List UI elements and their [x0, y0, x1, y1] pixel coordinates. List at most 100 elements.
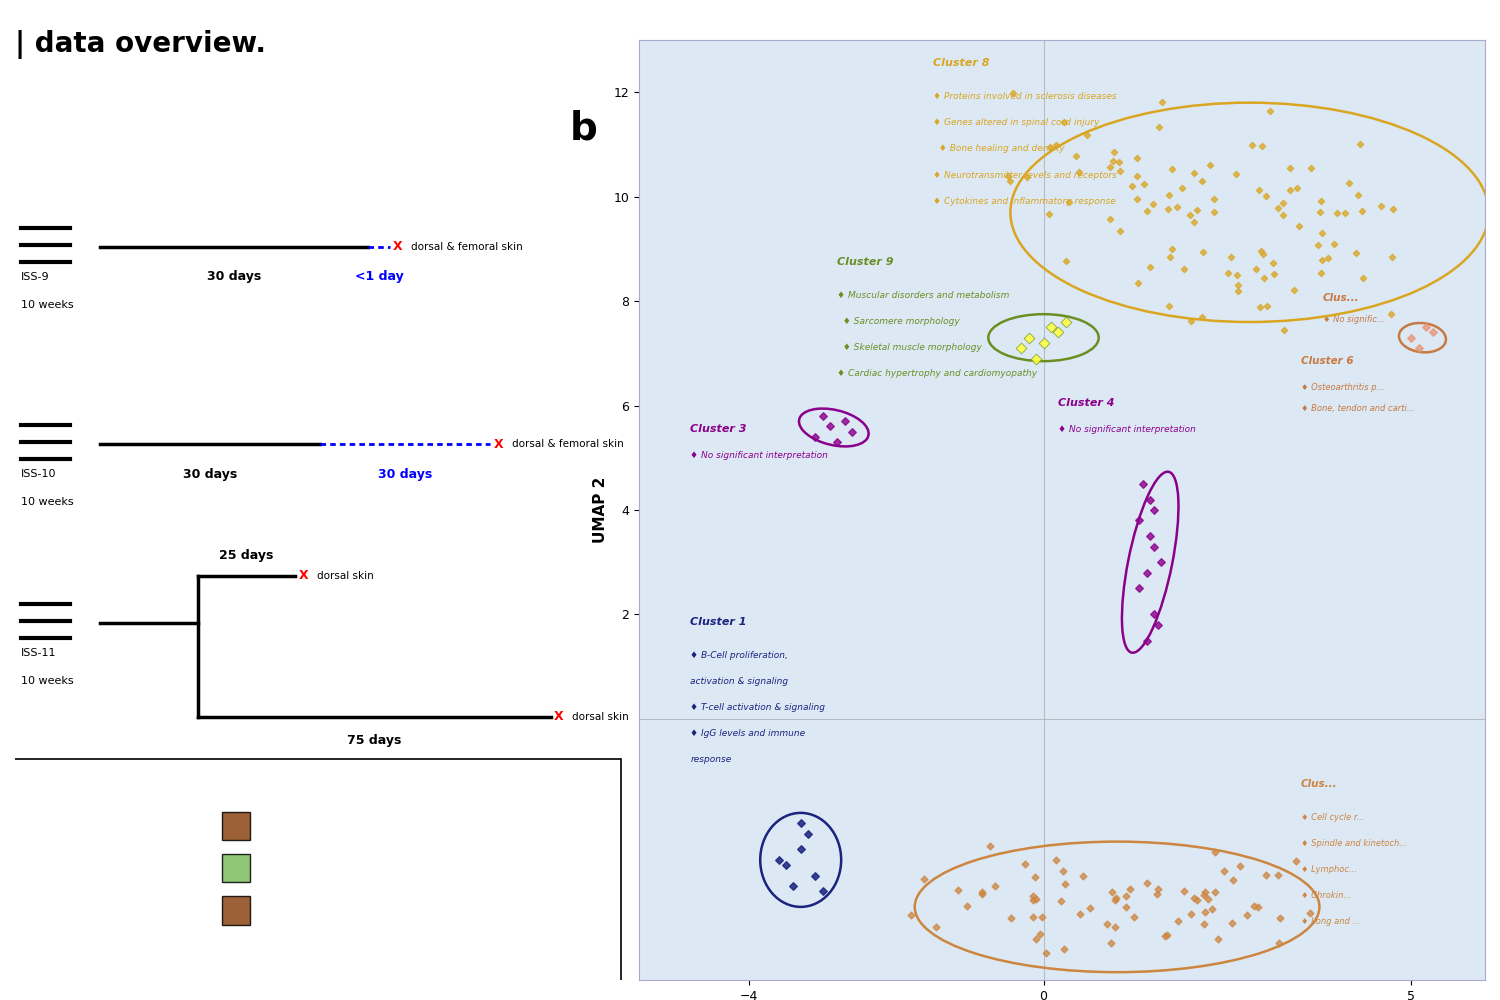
- Point: [1138, 492, 1162, 508]
- Point: [1226, 277, 1250, 293]
- Point: [1017, 330, 1041, 346]
- Point: [1382, 201, 1406, 217]
- Point: [1131, 176, 1155, 192]
- Point: [1347, 187, 1371, 203]
- Point: [956, 898, 980, 914]
- Point: [1202, 204, 1225, 220]
- Point: [1023, 869, 1047, 885]
- Point: [1126, 580, 1150, 596]
- Point: [1270, 195, 1294, 211]
- Point: [804, 868, 828, 884]
- Point: [1191, 887, 1215, 903]
- Text: Euthanasia: Euthanasia: [420, 937, 483, 947]
- Point: [1050, 863, 1074, 879]
- Point: [1125, 150, 1149, 166]
- Text: X: X: [405, 935, 416, 949]
- Text: ♦ Skeletal muscle morphology: ♦ Skeletal muscle morphology: [837, 343, 983, 352]
- Point: [1068, 906, 1092, 922]
- Point: [1298, 905, 1322, 921]
- Point: [804, 429, 828, 445]
- Text: JAXA Chow + FOS: JAXA Chow + FOS: [255, 862, 354, 872]
- Point: [1052, 114, 1076, 130]
- Point: [1220, 915, 1244, 931]
- Point: [1287, 218, 1311, 234]
- Point: [1158, 187, 1182, 203]
- Text: ISS-9: ISS-9: [21, 272, 50, 282]
- Point: [1182, 165, 1206, 181]
- Point: [1134, 633, 1158, 649]
- Point: [1268, 935, 1292, 951]
- Text: ♦ Lymphoc...: ♦ Lymphoc...: [1300, 865, 1358, 874]
- Point: [1068, 164, 1092, 180]
- Point: [782, 878, 806, 894]
- Point: [1248, 299, 1272, 315]
- Text: Cluster 1: Cluster 1: [690, 617, 747, 627]
- Point: [1226, 267, 1250, 283]
- Point: [1044, 137, 1068, 153]
- Point: [1422, 324, 1446, 340]
- Point: [774, 857, 798, 873]
- Point: [1226, 283, 1250, 299]
- FancyBboxPatch shape: [222, 854, 251, 882]
- Point: [1102, 892, 1126, 908]
- Point: [1344, 245, 1368, 261]
- Text: ♦ Genes altered in spinal cord injury: ♦ Genes altered in spinal cord injury: [933, 118, 1100, 127]
- Point: [1000, 85, 1024, 101]
- Point: [1146, 617, 1170, 633]
- Text: 30 days: 30 days: [207, 270, 261, 283]
- Point: [1155, 927, 1179, 943]
- Point: [1192, 916, 1216, 932]
- Text: C3H/HeJ: C3H/HeJ: [51, 904, 98, 914]
- Point: [1212, 863, 1236, 879]
- Text: 30 days: 30 days: [378, 468, 432, 481]
- Point: [1268, 910, 1292, 926]
- FancyBboxPatch shape: [222, 812, 251, 840]
- Text: ♦ Spindle and kinetoch...: ♦ Spindle and kinetoch...: [1300, 839, 1407, 848]
- Text: 10 weeks: 10 weeks: [21, 300, 74, 310]
- Point: [1053, 314, 1077, 330]
- Text: ♦ Bone healing and density: ♦ Bone healing and density: [933, 144, 1065, 153]
- Point: [1352, 270, 1376, 286]
- Point: [1239, 137, 1263, 153]
- Point: [1044, 852, 1068, 868]
- Text: ♦ No signific...: ♦ No signific...: [1323, 315, 1384, 324]
- Point: [1100, 935, 1124, 951]
- Point: [789, 841, 813, 857]
- Text: Cluster 4: Cluster 4: [1058, 398, 1114, 408]
- Point: [1125, 191, 1149, 207]
- Point: [1308, 204, 1332, 220]
- Point: [1046, 324, 1070, 340]
- Point: [1286, 180, 1310, 196]
- Text: 25 days: 25 days: [219, 549, 273, 562]
- Point: [1071, 868, 1095, 884]
- Point: [1172, 883, 1196, 899]
- Point: [1254, 867, 1278, 883]
- Point: [1036, 206, 1060, 222]
- Point: [1095, 916, 1119, 932]
- Text: response: response: [690, 755, 732, 764]
- Point: [1203, 844, 1227, 860]
- Point: [1104, 919, 1128, 935]
- Text: ♦ T-cell activation & signaling: ♦ T-cell activation & signaling: [690, 703, 825, 712]
- Point: [1100, 884, 1124, 900]
- Point: [1160, 241, 1184, 257]
- Point: [1324, 205, 1348, 221]
- Point: [1136, 203, 1160, 219]
- Text: <1 day: <1 day: [354, 270, 404, 283]
- Point: [1250, 243, 1274, 259]
- Text: ♦ Cell cycle r...: ♦ Cell cycle r...: [1300, 813, 1365, 822]
- Point: [1203, 884, 1227, 900]
- Text: 10 weeks: 10 weeks: [21, 497, 74, 507]
- Point: [1010, 340, 1034, 356]
- Text: ♦ Muscular disorders and metabolism: ♦ Muscular disorders and metabolism: [837, 291, 1010, 300]
- Point: [818, 418, 842, 434]
- Point: [1191, 244, 1215, 260]
- Text: Cluster 3: Cluster 3: [690, 424, 747, 434]
- Point: [1407, 340, 1431, 356]
- Point: [1114, 899, 1138, 915]
- Point: [1216, 265, 1240, 281]
- Text: ISS-11: ISS-11: [21, 648, 57, 658]
- Point: [833, 413, 856, 429]
- Point: [1179, 313, 1203, 329]
- Point: [1134, 565, 1158, 581]
